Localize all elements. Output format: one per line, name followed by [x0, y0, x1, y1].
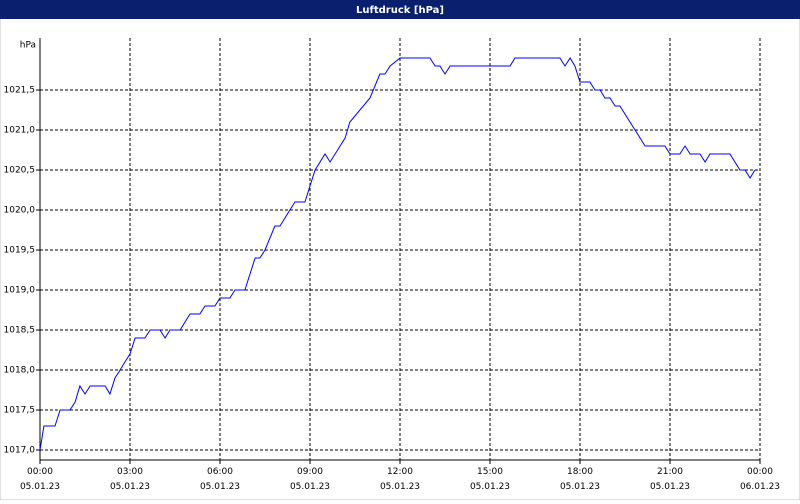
y-tick-label: 1020,0: [4, 206, 36, 216]
x-tick-label: 00:00 06.01.23: [740, 467, 780, 492]
data-line: [39, 57, 756, 451]
x-tick-label: 21:00 05.01.23: [650, 467, 690, 492]
x-tick-label: 03:00 05.01.23: [110, 467, 150, 492]
chart-title: Luftdruck [hPa]: [356, 5, 444, 16]
y-tick-label: 1021,0: [4, 126, 36, 136]
x-tick-label: 00:00 05.01.23: [20, 467, 60, 492]
title-bar: [0, 0, 800, 19]
y-tick-label: 1019,0: [4, 286, 36, 296]
y-tick-label: 1019,5: [4, 246, 36, 256]
x-tick-label: 12:00 05.01.23: [380, 467, 420, 492]
x-tick-label: 18:00 05.01.23: [560, 467, 600, 492]
y-tick-label: 1021,5: [4, 86, 36, 96]
x-tick-label: 09:00 05.01.23: [290, 467, 330, 492]
y-tick-label: 1018,5: [4, 326, 36, 336]
y-axis-label: hPa: [20, 41, 36, 51]
y-tick-label: 1020,5: [4, 166, 36, 176]
y-tick-label: 1017,0: [4, 446, 36, 456]
y-tick-label: 1017,5: [4, 406, 36, 416]
x-tick-label: 15:00 05.01.23: [470, 467, 510, 492]
x-tick-label: 06:00 05.01.23: [200, 467, 240, 492]
y-tick-label: 1018,0: [4, 366, 36, 376]
